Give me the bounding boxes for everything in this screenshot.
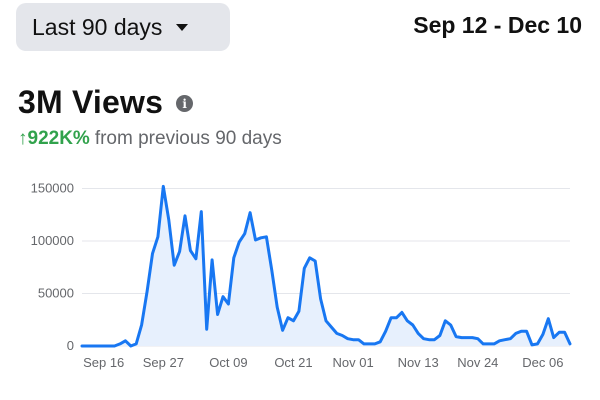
views-chart: 0 50000 100000 150000 Sep 16 Sep 27 Oct 09 Oct …	[31, 181, 572, 370]
change-percent: 922K%	[27, 128, 90, 149]
area-fill	[82, 186, 570, 346]
y-tick-label: 50000	[38, 286, 74, 301]
x-tick-label: Sep 27	[143, 355, 184, 370]
y-tick-label: 0	[67, 338, 74, 353]
up-arrow-icon: ↑	[18, 128, 28, 149]
date-range-text: Sep 12 - Dec 10	[413, 12, 582, 38]
y-tick-label: 100000	[31, 233, 74, 248]
x-tick-label: Oct 09	[209, 355, 247, 370]
x-tick-label: Dec 06	[522, 355, 563, 370]
x-tick-label: Nov 01	[333, 355, 374, 370]
change-summary: ↑ 922K% from previous 90 days	[18, 128, 282, 150]
y-tick-label: 150000	[31, 181, 74, 196]
change-description: from previous 90 days	[94, 128, 282, 149]
x-tick-label: Oct 21	[274, 355, 312, 370]
x-tick-label: Sep 16	[83, 355, 124, 370]
date-range-dropdown-label: Last 90 days	[32, 13, 163, 40]
x-tick-label: Nov 24	[457, 355, 498, 370]
x-tick-label: Nov 13	[398, 355, 439, 370]
caret-down-icon	[176, 23, 189, 31]
date-range-dropdown[interactable]: Last 90 days	[16, 3, 230, 51]
metric-header: 3M Views i	[18, 84, 194, 121]
views-line	[80, 184, 572, 348]
views-total: 3M Views	[18, 84, 164, 120]
info-icon[interactable]: i	[176, 95, 194, 112]
